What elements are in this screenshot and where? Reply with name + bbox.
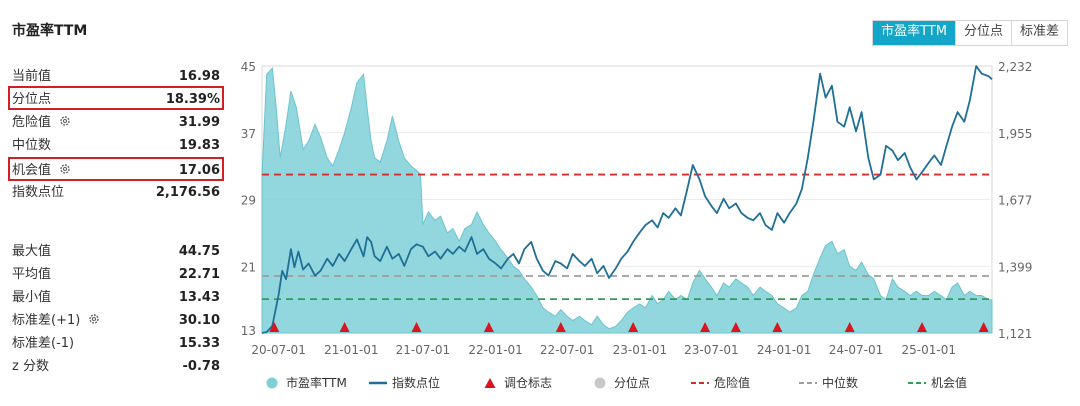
y-left-tick-label: 13 [241, 324, 256, 338]
gear-icon[interactable] [88, 313, 100, 325]
rebalance-marker [555, 322, 566, 332]
stat-value: -0.78 [182, 359, 220, 374]
stat-opportunity-value: 机会值 17.06 [12, 160, 226, 182]
rebalance-marker [339, 322, 350, 332]
rebalance-marker [772, 322, 783, 332]
rebalance-marker [628, 322, 639, 332]
stat-index-level: 指数点位 2,176.56 [12, 182, 226, 204]
stat-z-score: z 分数 -0.78 [12, 356, 226, 378]
y-right-tick-label: 1,677 [998, 194, 1032, 208]
y-right-tick-label: 1,121 [998, 327, 1032, 341]
stat-label: 中位数 [12, 138, 52, 153]
stat-label: 平均值 [12, 267, 52, 282]
stat-danger-value: 危险值 31.99 [12, 112, 226, 134]
x-tick-label: 24-07-01 [829, 343, 883, 357]
legend-marker [484, 378, 496, 388]
stat-value: 19.83 [178, 138, 220, 153]
stat-value: 18.39% [165, 92, 220, 107]
stat-label: 最大值 [12, 244, 52, 259]
percentile-highlight-box [8, 86, 224, 110]
x-tick-label: 24-01-01 [757, 343, 811, 357]
y-left-tick-label: 45 [241, 60, 256, 74]
stat-value: 16.98 [178, 69, 220, 84]
x-tick-label: 22-01-01 [468, 343, 522, 357]
stat-label: 分位点 [12, 92, 52, 107]
x-tick-label: 21-01-01 [324, 343, 378, 357]
stat-label: 危险值 [12, 115, 52, 130]
stat-min: 最小值 13.43 [12, 287, 226, 309]
legend-label: 市盈率TTM [286, 375, 347, 390]
stat-value: 30.10 [178, 313, 220, 328]
stat-label: 标准差(+1) [12, 313, 81, 328]
rebalance-marker [730, 322, 741, 332]
y-left-tick-label: 37 [241, 127, 256, 141]
rebalance-marker [978, 322, 989, 332]
stat-std-plus-1: 标准差(+1) 30.10 [12, 310, 226, 332]
stat-median: 中位数 19.83 [12, 135, 226, 157]
legend-label: 分位点 [614, 375, 650, 390]
tab-percentile[interactable]: 分位点 [954, 21, 1011, 45]
x-tick-label: 25-01-01 [902, 343, 956, 357]
stat-label: 机会值 [12, 163, 52, 178]
tab-std-dev[interactable]: 标准差 [1010, 21, 1067, 45]
y-left-tick-label: 29 [241, 194, 256, 208]
gear-icon[interactable] [59, 163, 71, 175]
page-title: 市盈率TTM [12, 23, 88, 39]
rebalance-marker [411, 322, 422, 332]
y-right-tick-label: 2,232 [998, 60, 1032, 74]
legend-marker [266, 377, 278, 389]
stat-value: 15.33 [178, 336, 220, 351]
stat-value: 13.43 [178, 290, 220, 305]
stat-std-minus-1: 标准差(-1) 15.33 [12, 333, 226, 355]
stat-value: 31.99 [178, 115, 220, 130]
index-line-series [261, 65, 993, 334]
pe-area-series [261, 66, 993, 334]
stat-label: 当前值 [12, 69, 52, 84]
stat-label: 最小值 [12, 290, 52, 305]
stat-label: 指数点位 [12, 185, 65, 200]
stat-mean: 平均值 22.71 [12, 264, 226, 286]
stat-current-value: 当前值 16.98 [12, 66, 226, 88]
stat-value: 22.71 [178, 267, 220, 282]
legend-marker [594, 377, 606, 389]
y-right-tick-label: 1,955 [998, 127, 1032, 141]
rebalance-marker [483, 322, 494, 332]
y-right-tick-label: 1,399 [998, 260, 1032, 274]
stat-max: 最大值 44.75 [12, 241, 226, 263]
x-tick-label: 20-07-01 [251, 343, 305, 357]
opportunity-highlight-box [8, 157, 224, 181]
legend-label: 机会值 [931, 375, 967, 390]
x-tick-label: 23-01-01 [613, 343, 667, 357]
rebalance-marker [844, 322, 855, 332]
gear-icon[interactable] [59, 115, 71, 127]
y-left-tick-label: 21 [241, 260, 256, 274]
stat-value: 44.75 [178, 244, 220, 259]
rebalance-marker [700, 322, 711, 332]
view-tabs: 市盈率TTM 分位点 标准差 [872, 20, 1068, 46]
x-tick-label: 21-07-01 [396, 343, 450, 357]
legend-label: 调仓标志 [504, 376, 552, 390]
tab-pe-ttm[interactable]: 市盈率TTM [873, 21, 955, 45]
rebalance-marker [269, 322, 280, 332]
x-tick-label: 23-07-01 [684, 343, 738, 357]
stat-label: 标准差(-1) [12, 336, 75, 351]
rebalance-marker [917, 322, 928, 332]
legend-label: 指数点位 [392, 375, 440, 390]
stat-label: z 分数 [12, 359, 49, 374]
stat-value: 2,176.56 [155, 185, 220, 200]
legend-label: 中位数 [822, 375, 858, 390]
stat-value: 17.06 [178, 163, 220, 178]
legend-label: 危险值 [714, 375, 750, 390]
x-tick-label: 22-07-01 [540, 343, 594, 357]
stat-percentile: 分位点 18.39% [12, 89, 226, 111]
